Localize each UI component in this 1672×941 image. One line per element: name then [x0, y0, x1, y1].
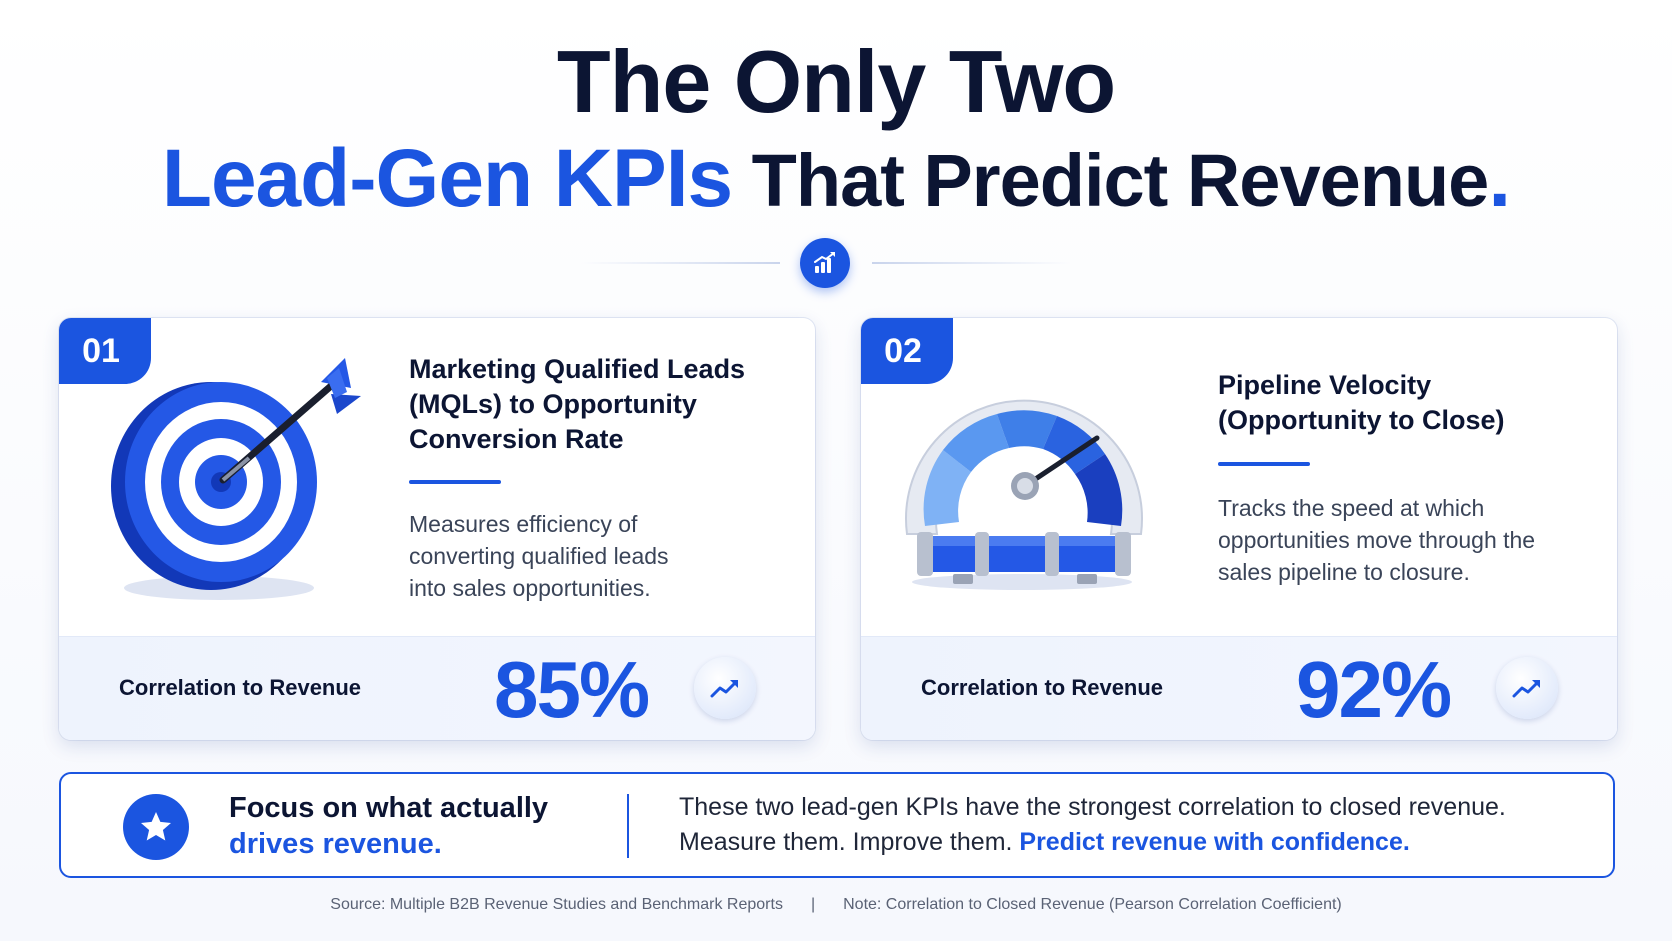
title-accent-bar	[409, 480, 501, 484]
source-footer: Source: Multiple B2B Revenue Studies and…	[0, 896, 1672, 914]
correlation-label: Correlation to Revenue	[921, 675, 1164, 700]
speedometer-pipeline-icon	[897, 354, 1147, 594]
card-description: Tracks the speed at which opportunities …	[1218, 495, 1536, 585]
trend-up-icon	[1496, 657, 1558, 719]
title-period: .	[1488, 133, 1511, 224]
correlation-value: 85%	[494, 645, 650, 734]
bar-chart-trend-icon	[800, 238, 850, 288]
star-icon	[123, 794, 189, 860]
card-number: 01	[59, 318, 151, 384]
kpi-card-1: 01 Marketing Qualified Leads (MQLs) to O…	[59, 318, 815, 740]
target-dart-icon	[99, 348, 369, 608]
banner-separator	[627, 794, 629, 858]
title-rest: That Predict Revenue	[732, 139, 1490, 222]
takeaway-banner: Focus on what actually drives revenue. T…	[59, 772, 1615, 878]
kpi-card-2: 02 Pipeline Velocity (Opportunity to Clo…	[861, 318, 1617, 740]
title-accent-bar	[1218, 462, 1310, 466]
banner-heading-prefix: Focus on what actually	[229, 792, 549, 824]
title-highlight: Lead-Gen KPIs	[161, 133, 733, 224]
card-title: Marketing Qualified Leads (MQLs) to Oppo…	[409, 354, 746, 454]
card-number: 02	[861, 318, 953, 384]
banner-heading: Focus on what actually drives revenue.	[229, 790, 599, 862]
card-footer: Correlation to Revenue 85%	[59, 636, 815, 740]
card-description: Measures efficiency of converting qualif…	[409, 511, 669, 601]
header-divider-left	[580, 262, 780, 264]
banner-body: These two lead-gen KPIs have the stronge…	[679, 793, 1506, 856]
card-title: Pipeline Velocity (Opportunity to Close)	[1218, 370, 1505, 435]
correlation-label: Correlation to Revenue	[119, 675, 362, 700]
correlation-value: 92%	[1296, 645, 1452, 734]
trend-up-icon	[694, 657, 756, 719]
title-line-1: The Only Two	[556, 32, 1116, 131]
note-text: Note: Correlation to Closed Revenue (Pea…	[843, 896, 1342, 913]
source-text: Source: Multiple B2B Revenue Studies and…	[330, 896, 783, 913]
banner-heading-highlight: drives revenue.	[229, 828, 442, 860]
footer-separator: |	[810, 896, 816, 913]
title-line-2: Lead-Gen KPIs That Predict Revenue.	[0, 138, 1672, 220]
card-footer: Correlation to Revenue 92%	[861, 636, 1617, 740]
banner-text: These two lead-gen KPIs have the stronge…	[679, 790, 1599, 860]
banner-body-highlight: Predict revenue with confidence.	[1019, 828, 1410, 856]
header-divider-right	[872, 262, 1072, 264]
